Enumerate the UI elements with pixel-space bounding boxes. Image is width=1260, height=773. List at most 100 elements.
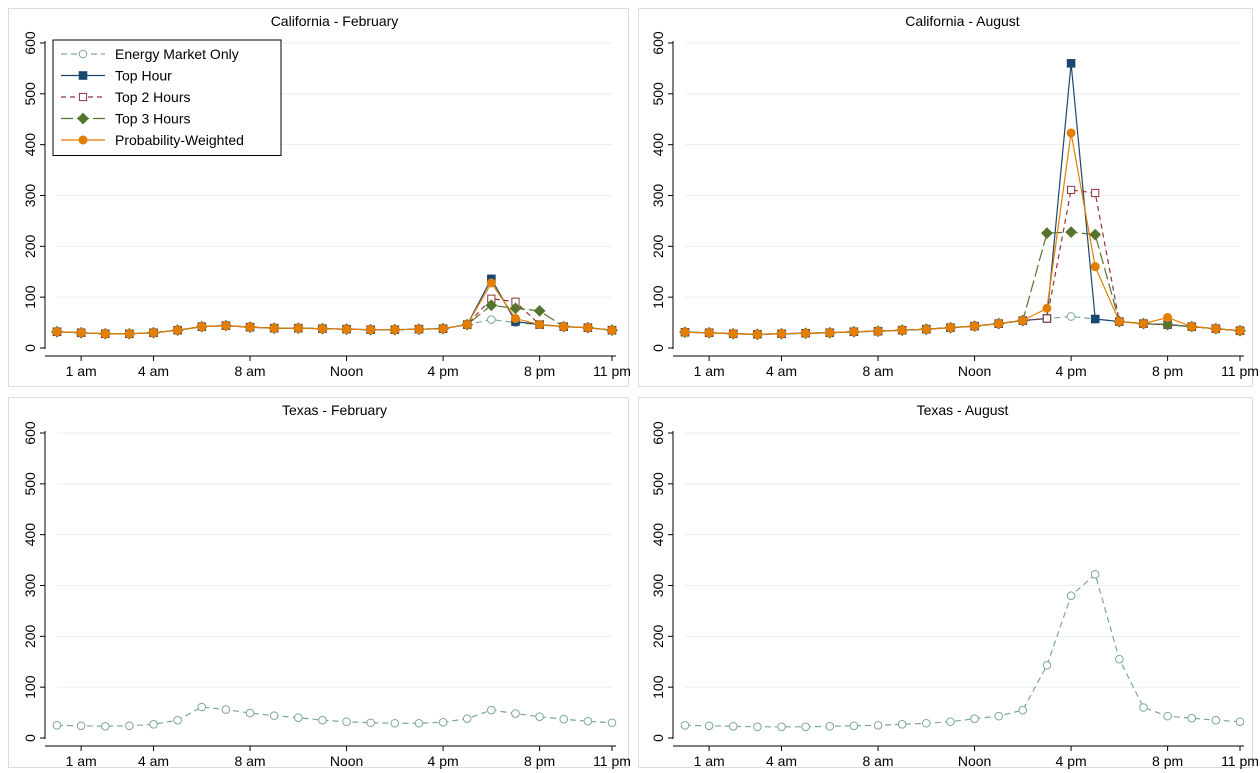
data-point <box>728 722 738 731</box>
data-point <box>414 718 424 728</box>
legend-item-top-hour: Top Hour <box>61 68 172 84</box>
data-point <box>1066 312 1076 321</box>
x-tick-label: 4 pm <box>1056 753 1087 769</box>
data-point <box>728 329 738 339</box>
data-point <box>921 324 931 334</box>
chart-title: Texas - February <box>282 402 387 418</box>
data-point <box>1090 314 1100 324</box>
legend-marker <box>78 135 88 145</box>
x-tick-label: 1 am <box>66 363 97 379</box>
data-point <box>1042 661 1052 670</box>
data-point <box>100 329 110 339</box>
series-probability-weighted <box>52 278 617 339</box>
y-tick-label: 100 <box>650 285 666 309</box>
y-tick-label: 400 <box>650 523 666 547</box>
data-point <box>149 719 158 729</box>
data-point <box>897 325 907 335</box>
x-tick-label: 8 am <box>234 363 265 379</box>
data-point <box>149 328 159 338</box>
x-tick-label: 4 am <box>766 363 797 379</box>
x-tick-label: Noon <box>958 753 991 769</box>
data-point <box>777 329 787 339</box>
data-point <box>462 320 472 330</box>
y-tick-label: 600 <box>22 421 38 445</box>
x-tick-label: 11 pm <box>593 363 631 379</box>
data-point <box>197 702 207 712</box>
data-point <box>197 322 207 332</box>
y-tick-label: 500 <box>650 82 666 106</box>
data-point <box>825 722 835 731</box>
x-tick-label: 11 pm <box>1221 753 1259 769</box>
x-tick-label: 8 am <box>862 753 893 769</box>
panel-texas-february: Texas - February 0 100 200 300 400 500 600 1 am 4… <box>8 397 631 769</box>
y-tick-label: 0 <box>22 344 38 352</box>
x-tick-label: 4 pm <box>428 363 459 379</box>
y-tick-label: 300 <box>22 574 38 598</box>
x-tick-label: Noon <box>330 363 363 379</box>
y-tick-label: 300 <box>650 184 666 208</box>
y-tick-label: 200 <box>22 234 38 258</box>
data-point <box>221 321 231 331</box>
data-point <box>366 718 375 728</box>
y-tick-label: 600 <box>22 31 38 55</box>
panel-texas-august: Texas - August 0 100 200 300 400 500 600 1 am 4 a… <box>638 397 1259 769</box>
data-point <box>76 721 86 731</box>
x-tick-label: 11 pm <box>593 753 631 769</box>
data-point <box>173 325 183 335</box>
data-point <box>873 720 883 730</box>
legend-marker <box>77 112 89 125</box>
data-point <box>680 327 690 337</box>
x-tick-label: 4 am <box>766 753 797 769</box>
data-point <box>294 713 303 722</box>
y-tick-label: 500 <box>650 472 666 496</box>
data-point <box>317 324 327 334</box>
y-tick-label: 100 <box>22 675 38 699</box>
x-tick-label: 8 pm <box>1152 363 1183 379</box>
data-point <box>438 324 448 334</box>
legend-marker <box>78 49 88 59</box>
panels: California - February 0 100 200 300 400 500 600… <box>8 8 1259 769</box>
data-point <box>1018 705 1028 715</box>
data-point <box>485 299 498 312</box>
data-point <box>1065 226 1077 239</box>
panel-frame <box>8 397 629 768</box>
data-point <box>414 324 424 334</box>
y-tick-label: 500 <box>22 472 38 496</box>
data-point <box>366 325 376 335</box>
x-tick-label: 4 am <box>138 753 169 769</box>
data-point <box>1018 316 1028 326</box>
data-point <box>342 717 351 727</box>
data-point <box>873 326 883 336</box>
data-point <box>801 328 811 338</box>
legend: Energy Market Only Top Hour Top 2 Hours Top… <box>52 39 282 156</box>
data-point <box>1089 228 1102 241</box>
data-point <box>100 722 110 731</box>
x-tick-label: 8 pm <box>524 753 555 769</box>
legend-marker <box>78 71 88 80</box>
data-point <box>125 721 134 731</box>
legend-label: Top 3 Hours <box>115 111 190 127</box>
y-tick-label: 300 <box>22 184 38 208</box>
data-point <box>801 722 810 732</box>
data-point <box>583 323 593 333</box>
data-point <box>510 314 520 324</box>
data-point <box>752 329 762 339</box>
data-point <box>849 327 859 337</box>
data-point <box>486 278 496 288</box>
y-tick-label: 100 <box>22 285 38 309</box>
data-point <box>487 705 496 715</box>
y-tick-label: 600 <box>650 421 666 445</box>
data-point <box>1211 324 1221 334</box>
y-tick-label: 500 <box>22 82 38 106</box>
panel-california-august: California - August 0 100 200 300 400 500 600 1 … <box>638 8 1259 387</box>
x-tick-label: 1 am <box>66 753 97 769</box>
data-point <box>1090 570 1100 579</box>
y-tick-label: 400 <box>650 133 666 157</box>
data-point <box>1066 185 1076 195</box>
data-point <box>1235 326 1245 336</box>
x-tick-label: 4 am <box>138 363 169 379</box>
data-point <box>1042 303 1052 313</box>
data-point <box>318 715 327 725</box>
data-point <box>1090 262 1100 272</box>
data-point <box>559 322 569 332</box>
